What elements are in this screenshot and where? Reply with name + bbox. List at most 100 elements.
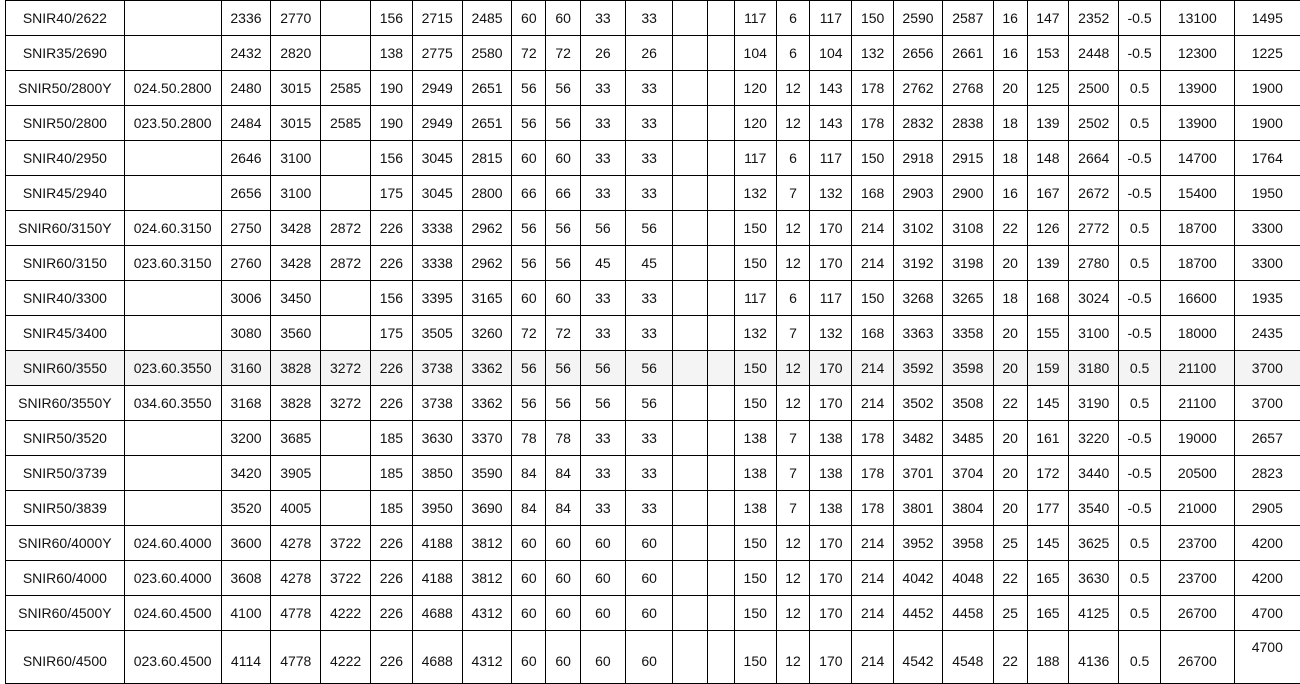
value-cell: 33 <box>581 281 626 316</box>
value-cell: 104 <box>810 36 852 71</box>
value-cell: 167 <box>1027 176 1069 211</box>
value-cell: 56 <box>512 211 546 246</box>
value-cell <box>673 386 708 421</box>
model-cell: SNIR60/4000 <box>6 561 125 596</box>
value-cell: 120 <box>734 71 776 106</box>
value-cell: 60 <box>512 1 546 36</box>
value-cell: 84 <box>546 491 581 526</box>
value-cell <box>708 386 735 421</box>
value-cell: 170 <box>810 246 852 281</box>
value-cell: 72 <box>546 316 581 351</box>
value-cell: 117 <box>734 281 776 316</box>
value-cell: 170 <box>810 596 852 631</box>
value-cell <box>673 596 708 631</box>
value-cell: 3300 <box>1234 246 1300 281</box>
value-cell: 12300 <box>1160 36 1234 71</box>
value-cell <box>321 281 371 316</box>
value-cell: 3198 <box>942 246 993 281</box>
value-cell: 3015 <box>271 106 321 141</box>
value-cell: 26700 <box>1160 631 1234 684</box>
value-cell: 117 <box>734 1 776 36</box>
value-cell: 3272 <box>321 351 371 386</box>
value-cell: 26700 <box>1160 596 1234 631</box>
value-cell: 214 <box>852 631 894 684</box>
value-cell: 2500 <box>1069 71 1119 106</box>
value-cell: 12 <box>776 106 810 141</box>
value-cell: 4188 <box>412 561 462 596</box>
value-cell <box>708 421 735 456</box>
value-cell: 170 <box>810 386 852 421</box>
value-cell: 150 <box>734 246 776 281</box>
value-cell: 60 <box>512 631 546 684</box>
value-cell: 3828 <box>271 386 321 421</box>
value-cell: 1764 <box>1234 141 1300 176</box>
value-cell <box>673 281 708 316</box>
value-cell: 3338 <box>412 246 462 281</box>
value-cell: 4048 <box>942 561 993 596</box>
value-cell: 153 <box>1027 36 1069 71</box>
value-cell <box>673 421 708 456</box>
value-cell: 190 <box>371 71 413 106</box>
value-cell: 23700 <box>1160 561 1234 596</box>
model-cell: SNIR60/3150 <box>6 246 125 281</box>
value-cell: 22 <box>993 211 1027 246</box>
value-cell <box>673 176 708 211</box>
value-cell: 0.5 <box>1119 211 1161 246</box>
value-cell <box>673 141 708 176</box>
value-cell: 25 <box>993 596 1027 631</box>
value-cell: 3363 <box>894 316 943 351</box>
value-cell <box>321 491 371 526</box>
value-cell: 56 <box>581 211 626 246</box>
value-cell: 168 <box>1027 281 1069 316</box>
value-cell: 2772 <box>1069 211 1119 246</box>
value-cell: 117 <box>810 281 852 316</box>
value-cell: 178 <box>852 421 894 456</box>
value-cell: 3828 <box>271 351 321 386</box>
value-cell: 2823 <box>1234 456 1300 491</box>
value-cell: 3801 <box>894 491 943 526</box>
value-cell <box>708 1 735 36</box>
value-cell: 3395 <box>412 281 462 316</box>
value-cell: 175 <box>371 176 413 211</box>
value-cell: 226 <box>371 351 413 386</box>
value-cell: 2800 <box>462 176 512 211</box>
value-cell: 33 <box>581 491 626 526</box>
value-cell: 3592 <box>894 351 943 386</box>
value-cell: 33 <box>625 1 673 36</box>
value-cell: 56 <box>546 386 581 421</box>
value-cell: 33 <box>581 106 626 141</box>
value-cell: 4278 <box>271 526 321 561</box>
value-cell: 4188 <box>412 526 462 561</box>
value-cell: 132 <box>734 316 776 351</box>
value-cell: 33 <box>625 106 673 141</box>
value-cell: 132 <box>810 316 852 351</box>
value-cell: 0.5 <box>1119 596 1161 631</box>
value-cell: 4700 <box>1234 631 1300 684</box>
value-cell: 178 <box>852 491 894 526</box>
model-cell: SNIR60/4500 <box>6 631 125 684</box>
value-cell: 2760 <box>221 246 271 281</box>
value-cell: 12 <box>776 596 810 631</box>
value-cell: 150 <box>734 596 776 631</box>
value-cell: 3738 <box>412 351 462 386</box>
value-cell: 138 <box>810 491 852 526</box>
value-cell: 20 <box>993 351 1027 386</box>
value-cell <box>321 421 371 456</box>
value-cell <box>708 281 735 316</box>
value-cell: 13900 <box>1160 106 1234 141</box>
value-cell: 3722 <box>321 526 371 561</box>
value-cell: 150 <box>852 281 894 316</box>
value-cell <box>673 106 708 141</box>
value-cell: 2770 <box>271 1 321 36</box>
model-cell: SNIR40/2950 <box>6 141 125 176</box>
value-cell: 7 <box>776 176 810 211</box>
value-cell: 3100 <box>1069 316 1119 351</box>
value-cell: 3700 <box>1234 386 1300 421</box>
value-cell: 33 <box>625 71 673 106</box>
value-cell: 172 <box>1027 456 1069 491</box>
value-cell: 3440 <box>1069 456 1119 491</box>
